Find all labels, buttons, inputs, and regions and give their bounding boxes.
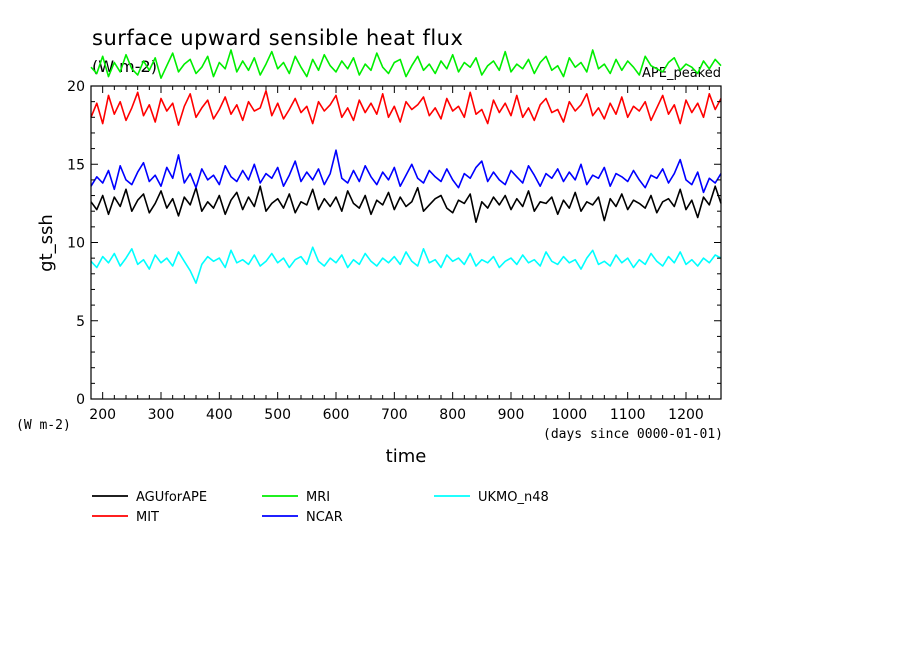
x-tick-label: 1200 (668, 407, 704, 423)
x-tick-label: 300 (148, 407, 175, 423)
y-tick-label: 10 (67, 236, 85, 252)
axis-ticks: 200 300 400 500 600 700 800 900 1000 1100 1200 0 5 10… (67, 79, 722, 423)
x-tick-label: 200 (89, 407, 116, 423)
legend-label: MRI (306, 490, 330, 505)
x-tick-label: 500 (264, 407, 291, 423)
legend-label: AGUforAPE (136, 490, 207, 505)
y-tick-label: 15 (67, 157, 85, 173)
x-tick-label: 1000 (552, 407, 588, 423)
legend: AGUforAPE MIT MRI NCAR UKMO_n48 (92, 490, 549, 525)
plot-lines (90, 49, 722, 285)
series-line-mit (90, 89, 722, 126)
legend-label: UKMO_n48 (478, 490, 549, 505)
series-line-ukmo_n48 (90, 246, 722, 285)
x-axis-label: time (386, 446, 427, 467)
legend-label: NCAR (306, 510, 343, 525)
x-tick-label: 400 (206, 407, 233, 423)
series-line-aguforape (90, 185, 722, 223)
x-tick-label: 700 (381, 407, 408, 423)
y-tick-label: 0 (76, 392, 85, 408)
y-tick-label: 5 (76, 314, 85, 330)
y-axis-label: gt_ssh (36, 214, 57, 272)
x-tick-label: 900 (498, 407, 525, 423)
x-tick-label: 600 (323, 407, 350, 423)
y-units: (W m-2) (16, 418, 71, 433)
x-tick-label: 800 (439, 407, 466, 423)
x-units: (days since 0000-01-01) (543, 427, 723, 442)
series-line-ncar (90, 149, 722, 194)
chart-title: surface upward sensible heat flux (92, 26, 463, 50)
legend-label: MIT (136, 510, 159, 525)
series-line-mri (90, 49, 722, 79)
chart-subtitle: (W m-2) (92, 57, 157, 76)
x-tick-label: 1100 (610, 407, 646, 423)
experiment-annotation: APE_peaked (642, 66, 721, 81)
y-tick-label: 20 (67, 79, 85, 95)
plot-frame (90, 85, 722, 400)
